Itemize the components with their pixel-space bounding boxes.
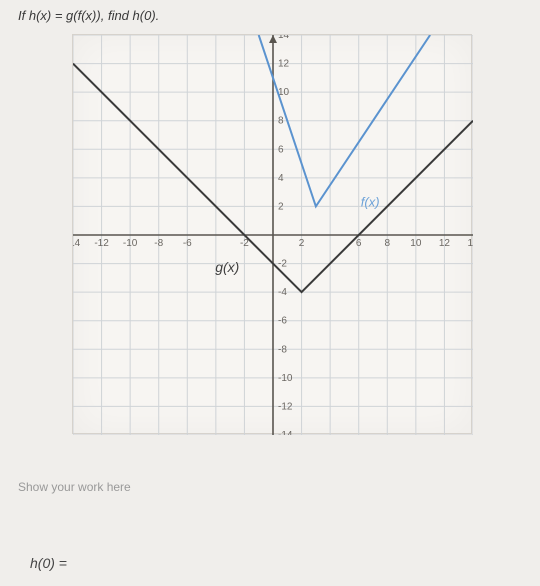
svg-text:-8: -8 (278, 344, 287, 355)
svg-text:14: 14 (467, 238, 473, 249)
svg-text:4: 4 (278, 173, 284, 184)
svg-text:-14: -14 (278, 430, 293, 435)
svg-text:12: 12 (278, 59, 290, 70)
graph-svg: -14-12-10-8-6-22681012141412108642-2-4-6… (73, 35, 473, 435)
show-work-label: Show your work here (18, 480, 131, 494)
svg-text:12: 12 (439, 238, 451, 249)
svg-text:-10: -10 (278, 373, 293, 384)
svg-text:-6: -6 (183, 238, 192, 249)
svg-text:-8: -8 (154, 238, 163, 249)
svg-text:-4: -4 (278, 287, 287, 298)
svg-text:f(x): f(x) (361, 194, 380, 209)
svg-text:-10: -10 (123, 238, 138, 249)
question-suffix: find h(0). (108, 8, 159, 23)
svg-text:8: 8 (385, 238, 391, 249)
question-text: If h(x) = g(f(x)), find h(0). (18, 8, 159, 23)
svg-text:10: 10 (410, 238, 422, 249)
svg-text:2: 2 (278, 201, 284, 212)
svg-text:-6: -6 (278, 316, 287, 327)
svg-text:6: 6 (356, 238, 362, 249)
svg-text:-2: -2 (278, 259, 287, 270)
svg-text:-12: -12 (278, 401, 293, 412)
answer-lhs: h(0) = (30, 555, 67, 571)
svg-text:14: 14 (278, 35, 290, 41)
svg-text:6: 6 (278, 144, 284, 155)
question-expression: h(x) = g(f(x)), (29, 8, 104, 23)
svg-text:-14: -14 (73, 238, 81, 249)
question-prefix: If (18, 8, 29, 23)
svg-text:-12: -12 (94, 238, 109, 249)
svg-text:g(x): g(x) (215, 259, 239, 275)
svg-text:2: 2 (299, 238, 305, 249)
answer-prompt: h(0) = (30, 555, 67, 571)
svg-text:8: 8 (278, 116, 284, 127)
coordinate-graph: -14-12-10-8-6-22681012141412108642-2-4-6… (72, 34, 472, 434)
